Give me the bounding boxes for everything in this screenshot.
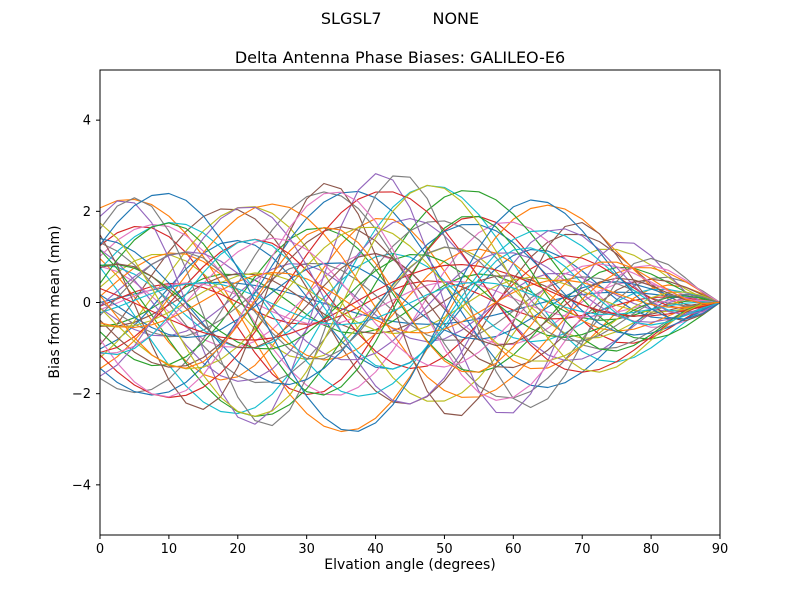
- series-line: [99, 252, 721, 349]
- series-line: [99, 198, 721, 433]
- chart-title: Delta Antenna Phase Biases: GALILEO-E6: [234, 48, 566, 67]
- x-tick-label: 20: [230, 542, 247, 557]
- series-line: [99, 173, 721, 425]
- x-tick-label: 70: [574, 542, 591, 557]
- x-tick-label: 10: [161, 542, 178, 557]
- series-line: [99, 206, 721, 402]
- series-line: [99, 251, 721, 361]
- series-line: [99, 246, 721, 360]
- series-line: [99, 218, 721, 382]
- y-tick-label: 0: [83, 296, 91, 311]
- series-line: [99, 271, 721, 334]
- series-line: [99, 222, 721, 397]
- series-line: [99, 192, 721, 432]
- series-line: [99, 238, 721, 370]
- x-tick-label: 90: [712, 542, 729, 557]
- y-tick-label: −4: [72, 478, 91, 493]
- series-line: [99, 226, 721, 373]
- y-tick-label: 2: [83, 205, 91, 220]
- series-line: [99, 203, 721, 398]
- x-tick-label: 80: [643, 542, 660, 557]
- series-line: [99, 223, 721, 386]
- series-line: [99, 182, 721, 417]
- series-line: [99, 215, 721, 396]
- series-line: [99, 220, 721, 384]
- series-line: [99, 175, 721, 427]
- series-line: [99, 184, 721, 417]
- x-tick-label: 30: [298, 542, 315, 557]
- x-tick-label: 40: [367, 542, 384, 557]
- y-tick-label: 4: [83, 114, 91, 129]
- series-line: [99, 216, 721, 396]
- series-line: [99, 263, 721, 343]
- x-tick-label: 0: [96, 542, 104, 557]
- x-axis-label: Elvation angle (degrees): [324, 557, 496, 573]
- series-line: [99, 191, 721, 399]
- series-line: [99, 226, 721, 370]
- series-line: [99, 253, 721, 349]
- series-line: [99, 190, 721, 396]
- y-axis-label: Bias from mean (mm): [47, 225, 63, 379]
- y-tick-label: −2: [72, 387, 91, 402]
- x-tick-label: 60: [505, 542, 522, 557]
- figure-suptitle: SLGSL7 NONE: [320, 9, 480, 28]
- x-tick-label: 50: [436, 542, 453, 557]
- series-line: [99, 206, 721, 405]
- series-line: [99, 248, 721, 361]
